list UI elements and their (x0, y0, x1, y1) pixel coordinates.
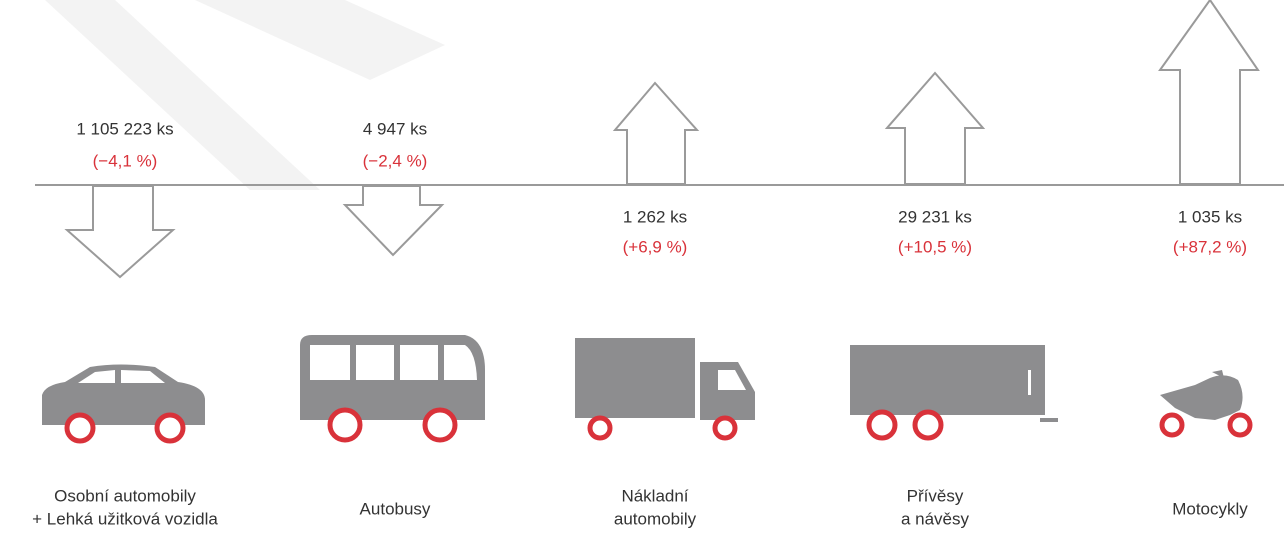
down-arrow (342, 185, 445, 257)
watermark (45, 0, 320, 190)
up-arrow (612, 81, 700, 185)
count: 4 947 ks (363, 119, 427, 138)
bus-icon (300, 335, 485, 443)
vehicle-label: Přívěsy (907, 486, 964, 505)
watermark (195, 0, 445, 80)
up-arrow (1158, 0, 1260, 185)
count: 1 035 ks (1178, 207, 1242, 226)
down-arrow (64, 185, 176, 279)
vehicle-label: automobily (614, 509, 697, 528)
vehicle-label: Osobní automobily (54, 486, 196, 505)
car-icon (42, 364, 205, 444)
vehicle-label: a návěsy (901, 509, 970, 528)
change: (+6,9 %) (623, 237, 688, 256)
vehicle-label: Nákladní (621, 486, 688, 505)
motorcycle-icon (1159, 370, 1253, 438)
change: (−2,4 %) (363, 151, 428, 170)
vehicle-label: Motocykly (1172, 499, 1248, 518)
truck-icon (575, 338, 755, 441)
change: (+10,5 %) (898, 237, 972, 256)
change: (−4,1 %) (93, 151, 158, 170)
up-arrow (884, 71, 986, 185)
vehicle-label: + Lehká užitková vozidla (32, 509, 218, 528)
change: (+87,2 %) (1173, 237, 1247, 256)
count: 1 262 ks (623, 207, 687, 226)
trailer-icon (850, 345, 1058, 441)
vehicle-label: Autobusy (360, 499, 431, 518)
count: 29 231 ks (898, 207, 972, 226)
count: 1 105 223 ks (76, 119, 173, 138)
